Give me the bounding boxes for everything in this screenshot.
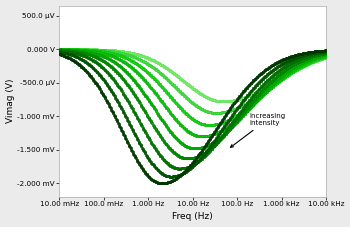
Y-axis label: Vimag (V): Vimag (V) bbox=[6, 79, 15, 123]
X-axis label: Freq (Hz): Freq (Hz) bbox=[172, 212, 213, 222]
Text: increasing
intensity: increasing intensity bbox=[231, 113, 286, 147]
